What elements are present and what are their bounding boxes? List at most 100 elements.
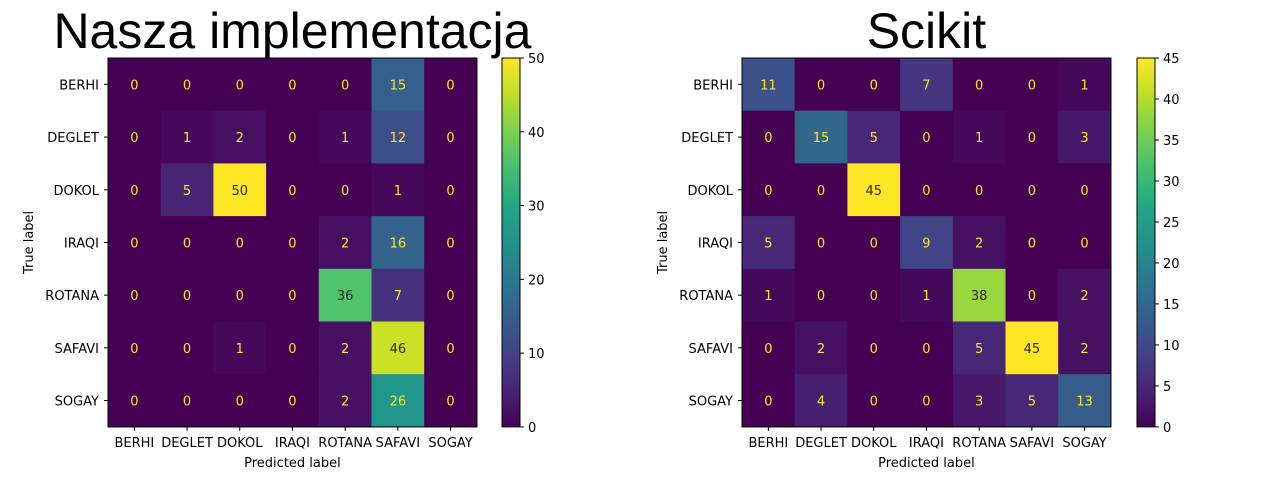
cell-value-label: 1: [975, 131, 983, 146]
cell-value-label: 0: [446, 78, 454, 93]
heatmap-cell: [900, 321, 954, 375]
colorbar-tick-label: 25: [1163, 216, 1180, 231]
cell-value-label: 7: [394, 289, 402, 304]
cell-value-label: 2: [341, 342, 349, 357]
cell-value-label: 0: [446, 236, 454, 251]
x-tick-label: BERHI: [748, 436, 788, 451]
cell-value-label: 0: [183, 289, 191, 304]
heatmap-cell: [847, 110, 901, 164]
cell-value-label: 0: [1028, 184, 1036, 199]
cell-value-label: 0: [341, 78, 349, 93]
heatmap-cell: [952, 216, 1006, 270]
heatmap-cell: [1005, 268, 1059, 322]
heatmap-cell: [1058, 58, 1112, 112]
heatmap-cell: [1005, 374, 1059, 428]
cell-value-label: 2: [975, 236, 983, 251]
heatmap-cell: [742, 216, 796, 270]
cell-value-label: 5: [764, 236, 772, 251]
heatmap-cell: [266, 58, 320, 112]
heatmap-cell: [847, 374, 901, 428]
cell-value-label: 12: [390, 131, 407, 146]
heatmap-cell: [1005, 321, 1059, 375]
cell-value-label: 11: [760, 78, 777, 93]
heatmap-cell: [371, 268, 425, 322]
cell-value-label: 38: [971, 289, 988, 304]
cell-value-label: 1: [922, 289, 930, 304]
y-tick-label: SAFAVI: [689, 342, 733, 357]
cell-value-label: 0: [236, 78, 244, 93]
cell-value-label: 0: [870, 78, 878, 93]
cell-value-label: 2: [341, 236, 349, 251]
cell-value-label: 0: [183, 236, 191, 251]
heatmap-cell: [742, 58, 796, 112]
cell-value-label: 0: [130, 395, 138, 410]
cell-value-label: 0: [817, 78, 825, 93]
x-tick-label: DEGLET: [161, 436, 213, 451]
chart-title: Scikit: [867, 3, 987, 59]
y-tick-label: SOGAY: [55, 395, 99, 410]
heatmap-cell: [318, 216, 372, 270]
heatmap-cell: [318, 163, 372, 217]
heatmap-cell: [266, 374, 320, 428]
cell-value-label: 2: [236, 131, 244, 146]
heatmap-cell: [371, 58, 425, 112]
heatmap-cell: [213, 110, 267, 164]
x-tick-label: DOKOL: [217, 436, 263, 451]
heatmap-cell: [742, 268, 796, 322]
heatmap-cell: [160, 110, 214, 164]
heatmap-cell: [847, 163, 901, 217]
heatmap-cell: [424, 163, 478, 217]
cell-value-label: 0: [975, 184, 983, 199]
colorbar-tick-label: 35: [1163, 134, 1180, 149]
heatmap-cell: [424, 58, 478, 112]
cell-value-label: 5: [1028, 395, 1036, 410]
heatmap-cell: [213, 216, 267, 270]
x-tick-label: ROTANA: [318, 436, 372, 451]
cell-value-label: 2: [1080, 342, 1088, 357]
heatmap-cell: [108, 163, 162, 217]
heatmap-cell: [213, 321, 267, 375]
y-tick-label: ROTANA: [679, 289, 733, 304]
heatmap-cell: [1058, 216, 1112, 270]
heatmap-cell: [371, 216, 425, 270]
heatmap-cell: [952, 110, 1006, 164]
cell-value-label: 0: [764, 395, 772, 410]
heatmap-cell: [1058, 110, 1112, 164]
heatmap-cell: [424, 374, 478, 428]
heatmap-cell: [952, 58, 1006, 112]
cell-value-label: 1: [764, 289, 772, 304]
cell-value-label: 0: [870, 395, 878, 410]
y-axis-label: True label: [656, 211, 671, 275]
heatmap-cell: [213, 374, 267, 428]
heatmap-cell: [742, 110, 796, 164]
y-tick-label: DOKOL: [53, 184, 99, 199]
x-tick-label: IRAQI: [275, 436, 310, 451]
cell-value-label: 1: [394, 184, 402, 199]
cell-value-label: 0: [236, 289, 244, 304]
heatmap-cell: [160, 268, 214, 322]
heatmap-cell: [1005, 58, 1059, 112]
cell-value-label: 16: [390, 236, 407, 251]
heatmap-cell: [847, 321, 901, 375]
heatmap-cell: [1058, 163, 1112, 217]
cell-value-label: 0: [288, 342, 296, 357]
cell-value-label: 1: [1080, 78, 1088, 93]
cell-value-label: 0: [446, 342, 454, 357]
cell-value-label: 15: [813, 131, 830, 146]
heatmap-cell: [108, 374, 162, 428]
cell-value-label: 0: [1028, 289, 1036, 304]
heatmap-cell: [424, 321, 478, 375]
heatmap-cell: [952, 268, 1006, 322]
colorbar: [501, 57, 521, 428]
heatmap-cell: [424, 268, 478, 322]
colorbar-tick-label: 20: [1163, 257, 1180, 272]
colorbar-tick-label: 30: [1163, 175, 1180, 190]
heatmap-cell: [318, 321, 372, 375]
heatmap-cell: [213, 268, 267, 322]
y-tick-label: DEGLET: [47, 131, 99, 146]
heatmap-cell: [742, 321, 796, 375]
cell-value-label: 0: [236, 236, 244, 251]
heatmap-cell: [847, 58, 901, 112]
